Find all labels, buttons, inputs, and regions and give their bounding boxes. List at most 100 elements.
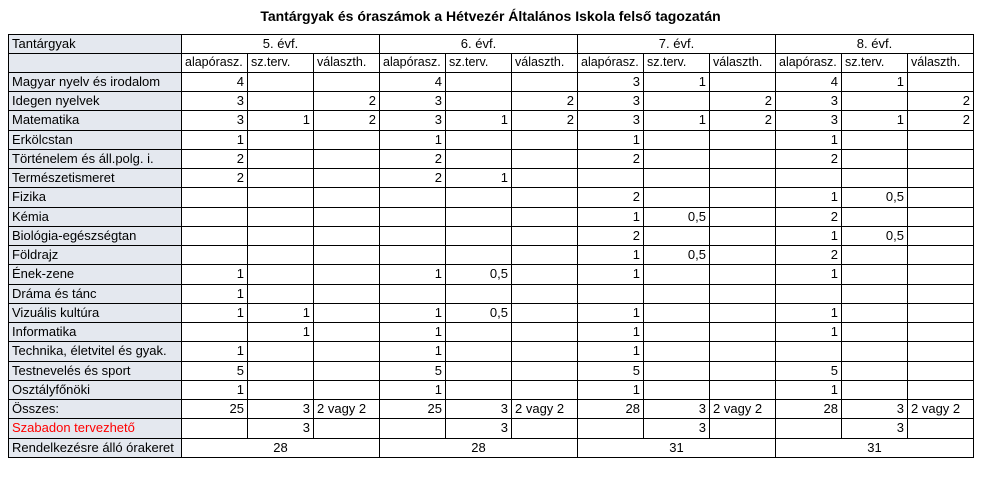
table-row: Ének-zene110,511 (9, 265, 974, 284)
cell: 28 (776, 400, 842, 419)
cell: 2 (776, 246, 842, 265)
cell (842, 361, 908, 380)
cell: 1 (248, 323, 314, 342)
cell (182, 419, 248, 438)
cell: 3 (248, 400, 314, 419)
cell (908, 419, 974, 438)
cell: 3 (446, 419, 512, 438)
subheader: választh. (512, 54, 578, 73)
cell: 5 (380, 361, 446, 380)
cell: 3 (644, 419, 710, 438)
cell (446, 361, 512, 380)
cell (578, 284, 644, 303)
cell (710, 419, 776, 438)
cell (908, 303, 974, 322)
subject-name: Ének-zene (9, 265, 182, 284)
cell: 3 (644, 400, 710, 419)
cell (776, 342, 842, 361)
cell (644, 323, 710, 342)
cell (446, 342, 512, 361)
cell (644, 226, 710, 245)
cell: 1 (776, 130, 842, 149)
cell: 3 (248, 419, 314, 438)
cell: 2 (380, 149, 446, 168)
cell (644, 149, 710, 168)
cell (446, 323, 512, 342)
free-row: Szabadon tervezhető 3 3 3 3 (9, 419, 974, 438)
cell (908, 246, 974, 265)
cell (908, 342, 974, 361)
cell (248, 92, 314, 111)
cell (710, 149, 776, 168)
cell (446, 284, 512, 303)
cell (314, 226, 380, 245)
cell: 2 (512, 111, 578, 130)
cell (446, 207, 512, 226)
cell (578, 419, 644, 438)
table-row: Informatika1111 (9, 323, 974, 342)
table-row: Testnevelés és sport5555 (9, 361, 974, 380)
cell (512, 72, 578, 91)
cell (710, 246, 776, 265)
cell (776, 284, 842, 303)
cell: 3 (578, 72, 644, 91)
cell (710, 380, 776, 399)
subject-name: Természetismeret (9, 169, 182, 188)
cell (644, 380, 710, 399)
table-row: Természetismeret221 (9, 169, 974, 188)
cell: 0,5 (644, 246, 710, 265)
cell: 1 (776, 380, 842, 399)
cell: 1 (380, 380, 446, 399)
cell (710, 226, 776, 245)
subheader: alapórasz. (578, 54, 644, 73)
cell: 2 (314, 111, 380, 130)
cell (908, 323, 974, 342)
cell (710, 72, 776, 91)
cell: 2 (710, 92, 776, 111)
cell (710, 361, 776, 380)
cell (248, 207, 314, 226)
cell (446, 72, 512, 91)
cell (512, 380, 578, 399)
cell (380, 284, 446, 303)
cell (512, 265, 578, 284)
cell: 2 vagy 2 (314, 400, 380, 419)
cell: 1 (248, 111, 314, 130)
cell: 31 (776, 438, 974, 457)
cell: 2 (578, 188, 644, 207)
cell (182, 246, 248, 265)
cell (182, 323, 248, 342)
cell: 4 (182, 72, 248, 91)
cell (710, 207, 776, 226)
cell (710, 323, 776, 342)
cell (380, 246, 446, 265)
cell (248, 72, 314, 91)
cell: 5 (182, 361, 248, 380)
cell (248, 380, 314, 399)
cell: 25 (182, 400, 248, 419)
cell (512, 207, 578, 226)
header-grade: 5. évf. (182, 35, 380, 54)
cell (446, 188, 512, 207)
cell (644, 342, 710, 361)
cell: 1 (380, 303, 446, 322)
cell: 2 (182, 149, 248, 168)
cell: 0,5 (644, 207, 710, 226)
cell: 1 (446, 111, 512, 130)
cell (446, 130, 512, 149)
header-grade: 6. évf. (380, 35, 578, 54)
cell (512, 246, 578, 265)
cell (842, 303, 908, 322)
cell (446, 226, 512, 245)
header-grade: 8. évf. (776, 35, 974, 54)
cell (908, 169, 974, 188)
cell: 1 (644, 72, 710, 91)
cell (182, 207, 248, 226)
cell (314, 130, 380, 149)
cell (446, 149, 512, 168)
cell (248, 342, 314, 361)
total-label: Összes: (9, 400, 182, 419)
cell (644, 265, 710, 284)
cell (380, 419, 446, 438)
cell (842, 342, 908, 361)
